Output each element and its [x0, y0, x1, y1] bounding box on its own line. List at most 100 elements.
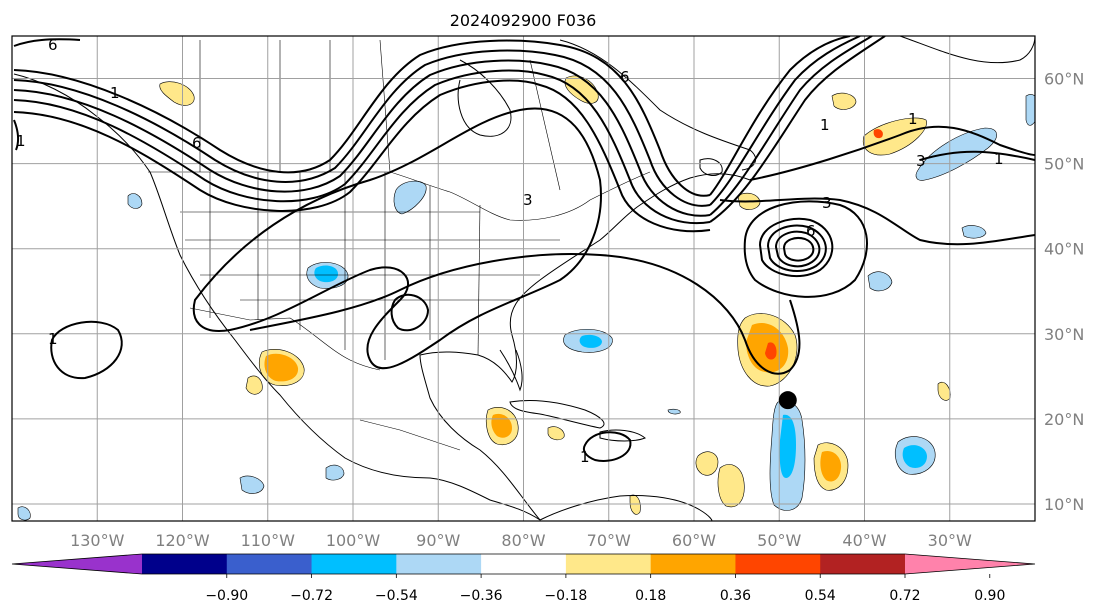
shading-small-negative-1: [867, 271, 893, 292]
contour-jet-band-2: [13, 49, 711, 207]
colorbar-segment: [142, 554, 228, 574]
contour-label: 1: [580, 448, 590, 466]
coastline-pacific-north-america: [13, 73, 541, 521]
colorbar-segment: [735, 554, 821, 574]
shading-small-negative-2: [961, 225, 987, 239]
contour-jet-band-5: [13, 79, 711, 233]
map-frame: [11, 35, 1036, 522]
contour-atlantic-band-1: [709, 36, 851, 196]
colorbar-tick-label: 0.18: [635, 588, 666, 604]
map-panel: 6 1 6 6 1 3 1 3 6 1 3 1 1 1: [12, 36, 1035, 521]
contour-north-atlantic-1: [749, 125, 1035, 181]
lat-tick-label: 20°N: [1044, 410, 1084, 429]
lon-tick-label: 110°W: [241, 531, 296, 550]
contour-label: 3: [822, 194, 832, 212]
contour-atlantic-band-4: [709, 36, 886, 223]
colorbar-tick-label: −0.18: [544, 588, 587, 604]
border-mexico-central-america: [359, 419, 461, 451]
shading-south-plains-negative-inner: [314, 265, 338, 283]
shading-great-lakes-negative: [393, 180, 427, 215]
contour-label: 1: [110, 84, 120, 102]
lat-tick-label: 40°N: [1044, 240, 1084, 259]
shading-gulf-stream-peak: [765, 342, 777, 360]
shading-caribbean-positive-3: [717, 464, 745, 508]
contour-label: 1: [994, 150, 1004, 168]
contour-north-atlantic-3: [719, 197, 1035, 246]
colorbar-segment: [820, 554, 906, 574]
contour-label: 1: [16, 132, 26, 150]
colorbar-tick-label: −0.36: [460, 588, 503, 604]
lon-tick-label: 100°W: [326, 531, 381, 550]
contour-gulf-loop: [390, 293, 430, 332]
border-state-grid-v7: [477, 204, 481, 356]
contour-low-ring-1: [758, 217, 834, 278]
colorbar-tick-label: −0.54: [375, 588, 418, 604]
colorbar-tick-label: 0.90: [974, 588, 1005, 604]
shading-atlantic-negative-central-inner: [579, 334, 602, 348]
shading-small-positive-1: [547, 426, 565, 441]
contour-low-ring-2: [766, 224, 827, 273]
shading-small-negative-4: [325, 464, 345, 481]
coastline-cuba: [509, 399, 605, 429]
shading-labrador-positive: [831, 92, 857, 110]
shading-alaska-positive: [159, 81, 195, 106]
lon-tick-label: 40°W: [842, 531, 886, 550]
storm-center-marker: [778, 391, 797, 410]
shading-caribbean-positive-2: [695, 451, 719, 476]
shading-east-atlantic-positive-inner: [820, 450, 842, 482]
shading-tropics-negative-east-inner: [902, 445, 927, 468]
latitude-axis: 60°N 50°N 40°N 30°N 20°N 10°N: [1044, 70, 1084, 514]
coastline-south-america: [539, 495, 713, 521]
coastline-newfoundland: [699, 158, 723, 176]
colorbar-tick-label: −0.72: [290, 588, 333, 604]
contour-label: 6: [806, 222, 816, 240]
contour-pacific-nw-6: [13, 38, 81, 47]
contour-label: 3: [916, 152, 926, 170]
contour-label: 1: [908, 110, 918, 128]
contours: [13, 36, 1035, 462]
contour-large-trough: [192, 107, 602, 370]
contour-label: 1: [48, 330, 58, 348]
lat-tick-label: 60°N: [1044, 70, 1084, 89]
contour-atlantic-band-2: [709, 36, 861, 206]
colorbar-segment: [311, 554, 397, 574]
lat-tick-label: 10°N: [1044, 495, 1084, 514]
coastline-florida: [499, 349, 523, 392]
shading-north-atlantic-positive-inner: [873, 129, 883, 139]
colorbar-tick-label: 0.72: [889, 588, 920, 604]
shading-storm-negative-inner: [779, 414, 796, 478]
lon-tick-label: 60°W: [672, 531, 716, 550]
contour-jet-band-4: [13, 69, 711, 225]
border-us-canada: [148, 171, 651, 221]
contour-north-atlantic-1b: [919, 150, 1035, 161]
contour-atlantic-band-3: [709, 36, 873, 216]
colorbar-segment: [396, 554, 482, 574]
coastlines: [13, 36, 1035, 521]
lon-tick-label: 80°W: [501, 531, 545, 550]
colorbar-segment: [226, 554, 313, 574]
contour-label: 6: [192, 134, 202, 152]
lon-tick-label: 30°W: [928, 531, 972, 550]
contour-label: 6: [620, 68, 630, 86]
contour-label: 6: [48, 36, 58, 54]
lon-tick-label: 70°W: [587, 531, 631, 550]
shading-mexico-positive-west: [245, 375, 263, 395]
lat-tick-label: 30°N: [1044, 325, 1084, 344]
contour-label: 1: [820, 116, 830, 134]
contour-pacific-low: [50, 320, 123, 380]
contour-jet-band-3: [13, 59, 711, 217]
shading-small-negative-5: [239, 475, 265, 494]
colorbar-extend-low: [12, 554, 142, 574]
shading-caribbean-positive-1-inner: [491, 413, 512, 438]
colorbar-tick-label: −0.90: [205, 588, 248, 604]
contour-low-outer-3: [743, 200, 868, 298]
shading-mexico-positive-inner: [264, 353, 299, 382]
colorbar-segment: [565, 554, 652, 574]
coastline-gulf-and-atlantic: [419, 173, 751, 521]
colorbar-segment: [650, 554, 736, 574]
colorbar-segment: [481, 554, 567, 574]
border-canada-provinces: [199, 39, 561, 191]
shading-small-negative-3: [127, 193, 143, 209]
lon-tick-label: 90°W: [416, 531, 460, 550]
